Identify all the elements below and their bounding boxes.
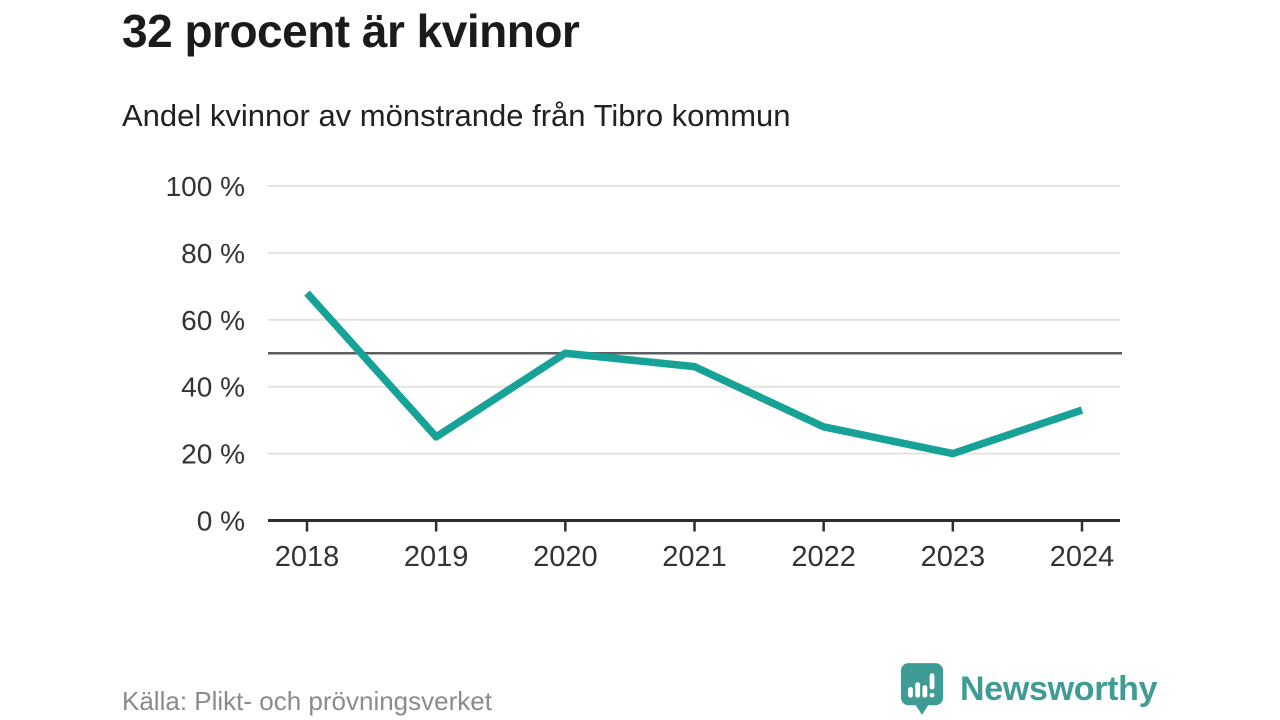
bar-chart-bar-3 [922,685,928,698]
x-tick-label: 2018 [275,541,340,573]
brand-logo: Newsworthy [899,661,1158,717]
source-note: Källa: Plikt- och prövningsverket [122,686,492,716]
y-tick-label: 40 % [181,372,245,403]
exclamation-dot [929,692,935,698]
page-title: 32 procent är kvinnor [122,5,580,57]
speech-bubble-shape [900,663,944,715]
chart-subtitle: Andel kvinnor av mönstrande från Tibro k… [122,98,791,133]
bar-chart-bar-1 [908,687,913,698]
x-tick-label: 2022 [791,541,856,573]
y-tick-label: 20 % [181,439,245,470]
y-tick-label: 80 % [181,238,245,269]
y-tick-label: 0 % [197,506,245,537]
brand-name: Newsworthy [960,670,1158,708]
x-tick-label: 2023 [921,541,986,573]
x-tick-label: 2024 [1050,541,1115,573]
x-tick-label: 2021 [662,541,727,573]
x-tick-label: 2020 [533,541,598,573]
newsworthy-logo-icon [900,663,944,715]
y-tick-label: 60 % [181,305,245,336]
y-tick-label: 100 % [166,171,245,202]
bar-chart-bar-2 [915,682,921,698]
exclamation-stem [929,673,935,690]
data-line-andel-kvinnor [304,290,1084,458]
x-tick-label: 2019 [404,541,469,573]
